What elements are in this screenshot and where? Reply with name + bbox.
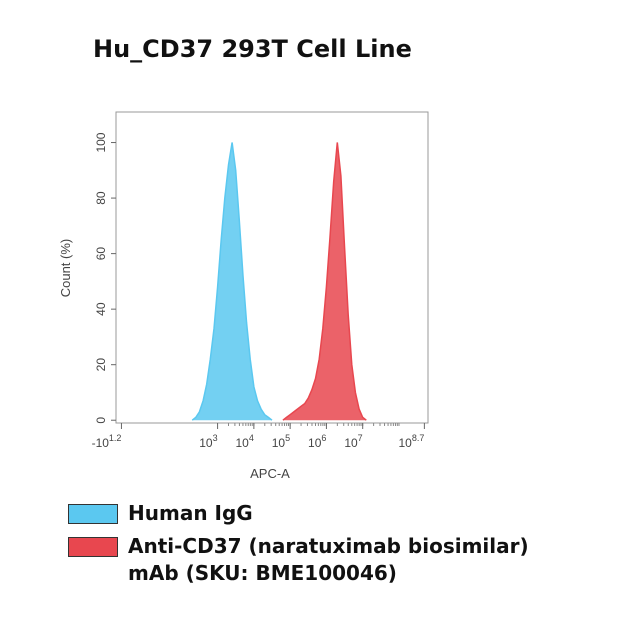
legend-swatch bbox=[68, 537, 118, 557]
x-tick-label: 104 bbox=[235, 433, 253, 450]
legend-item: Human IgG bbox=[68, 500, 588, 527]
chart-title: Hu_CD37 293T Cell Line bbox=[93, 35, 412, 63]
y-tick-label: 40 bbox=[94, 302, 108, 316]
legend-label: Anti-CD37 (naratuximab biosimilar) mAb (… bbox=[128, 534, 529, 585]
y-tick-label: 60 bbox=[94, 247, 108, 261]
x-tick-power: 5 bbox=[285, 433, 290, 443]
y-tick-label: 0 bbox=[94, 417, 108, 424]
x-tick-base: 10 bbox=[199, 436, 213, 450]
x-tick-base: -10 bbox=[92, 436, 110, 450]
x-tick-label: 106 bbox=[308, 433, 326, 450]
x-tick-label: 108.7 bbox=[398, 433, 424, 450]
x-tick-power: 4 bbox=[249, 433, 254, 443]
plot-frame bbox=[115, 111, 429, 424]
x-tick-label: 105 bbox=[272, 433, 290, 450]
y-tick-label: 80 bbox=[94, 191, 108, 205]
x-axis-label: APC-A bbox=[250, 466, 290, 481]
x-tick-label: 107 bbox=[344, 433, 362, 450]
x-tick-base: 10 bbox=[344, 436, 358, 450]
legend: Human IgG Anti-CD37 (naratuximab biosimil… bbox=[68, 500, 588, 593]
legend-label: Human IgG bbox=[128, 501, 253, 525]
x-tick-base: 10 bbox=[398, 436, 412, 450]
y-tick-label: 100 bbox=[94, 132, 108, 152]
legend-swatch bbox=[68, 504, 118, 524]
x-tick-power: 3 bbox=[213, 433, 218, 443]
x-tick-power: 6 bbox=[321, 433, 326, 443]
x-tick-power: 7 bbox=[358, 433, 363, 443]
x-tick-label: -101.2 bbox=[92, 433, 122, 450]
y-tick-label: 20 bbox=[94, 358, 108, 372]
x-tick-base: 10 bbox=[235, 436, 249, 450]
x-tick-power: 1.2 bbox=[109, 433, 122, 443]
y-axis-label: Count (%) bbox=[58, 239, 73, 298]
chart: Hu_CD37 293T Cell Line APC-A Count (%) 0… bbox=[58, 35, 429, 481]
histogram-area bbox=[282, 142, 367, 421]
x-tick-base: 10 bbox=[272, 436, 286, 450]
x-tick-label: 103 bbox=[199, 433, 217, 450]
histogram-area bbox=[191, 142, 273, 421]
x-tick-power: 8.7 bbox=[412, 433, 425, 443]
x-tick-base: 10 bbox=[308, 436, 322, 450]
legend-item: Anti-CD37 (naratuximab biosimilar) mAb (… bbox=[68, 533, 588, 587]
